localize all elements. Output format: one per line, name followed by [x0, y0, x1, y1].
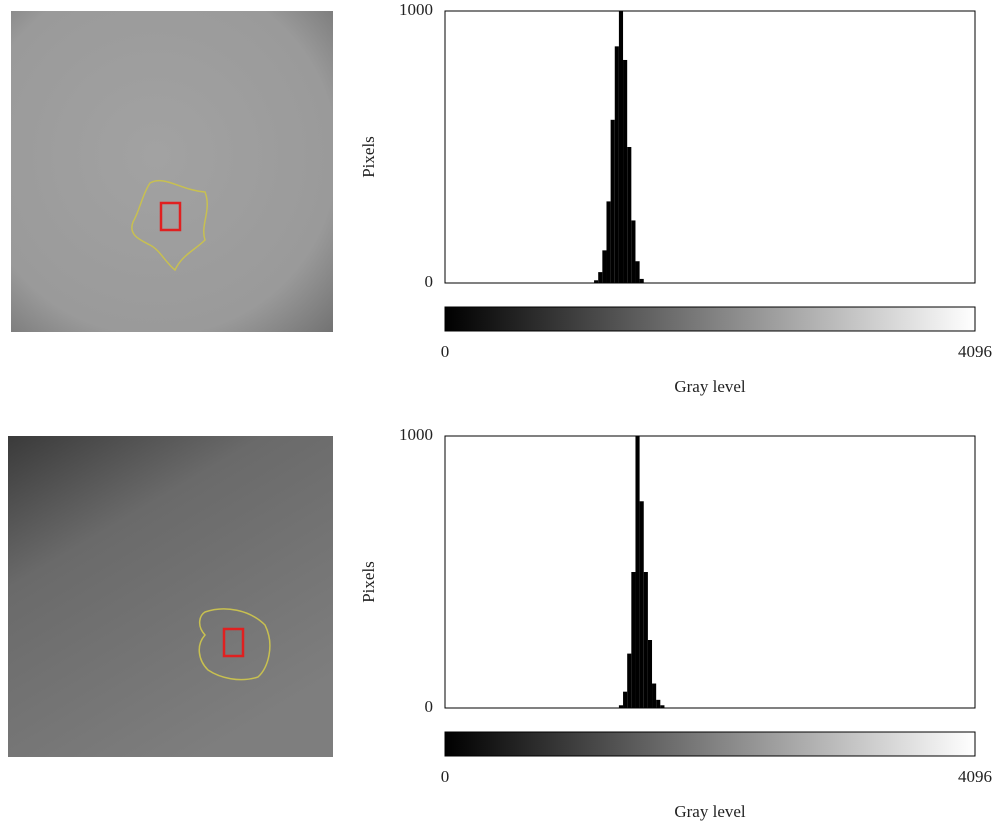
- histogram-bar: [602, 250, 607, 283]
- histogram-bar: [627, 147, 632, 283]
- y-axis-label: Pixels: [359, 136, 378, 178]
- plot-frame: [444, 435, 976, 709]
- x-tick-label: 0: [441, 342, 450, 361]
- y-tick-label: 1000: [399, 425, 433, 444]
- histogram-bar: [618, 11, 624, 283]
- y-axis-label: Pixels: [359, 561, 378, 603]
- histogram-bar: [652, 683, 657, 708]
- histogram-bar: [623, 59, 628, 284]
- histogram-bar: [606, 201, 611, 283]
- x-tick-label: 4096: [958, 767, 992, 786]
- histogram-bar: [631, 220, 636, 283]
- histogram-bar: [594, 280, 599, 283]
- histogram-bar: [639, 278, 644, 283]
- histogram-bar: [618, 705, 624, 708]
- histogram-bar: [635, 261, 640, 283]
- plot-frame: [444, 10, 976, 284]
- histogram-bar: [598, 272, 603, 283]
- histogram-bar: [647, 640, 653, 708]
- y-tick-label: 1000: [399, 0, 433, 19]
- histogram-bar: [660, 705, 665, 708]
- histogram-bar: [627, 653, 632, 708]
- histogram-bar: [643, 572, 648, 708]
- x-axis-label: Gray level: [674, 802, 746, 821]
- x-tick-label: 0: [441, 767, 450, 786]
- colorbar: [444, 306, 976, 332]
- image-1: [11, 11, 333, 332]
- histogram-bar: [631, 572, 636, 708]
- histogram-bar: [623, 691, 628, 708]
- y-tick-label: 0: [425, 272, 434, 291]
- histogram-bar: [614, 46, 619, 283]
- histogram-bar: [610, 119, 615, 283]
- histogram-bar: [639, 501, 644, 708]
- histogram-bar: [656, 699, 661, 708]
- image-2: [8, 436, 333, 757]
- colorbar: [444, 731, 976, 757]
- y-tick-label: 0: [425, 697, 434, 716]
- histogram-bar: [635, 436, 640, 708]
- x-axis-label: Gray level: [674, 377, 746, 396]
- x-tick-label: 4096: [958, 342, 992, 361]
